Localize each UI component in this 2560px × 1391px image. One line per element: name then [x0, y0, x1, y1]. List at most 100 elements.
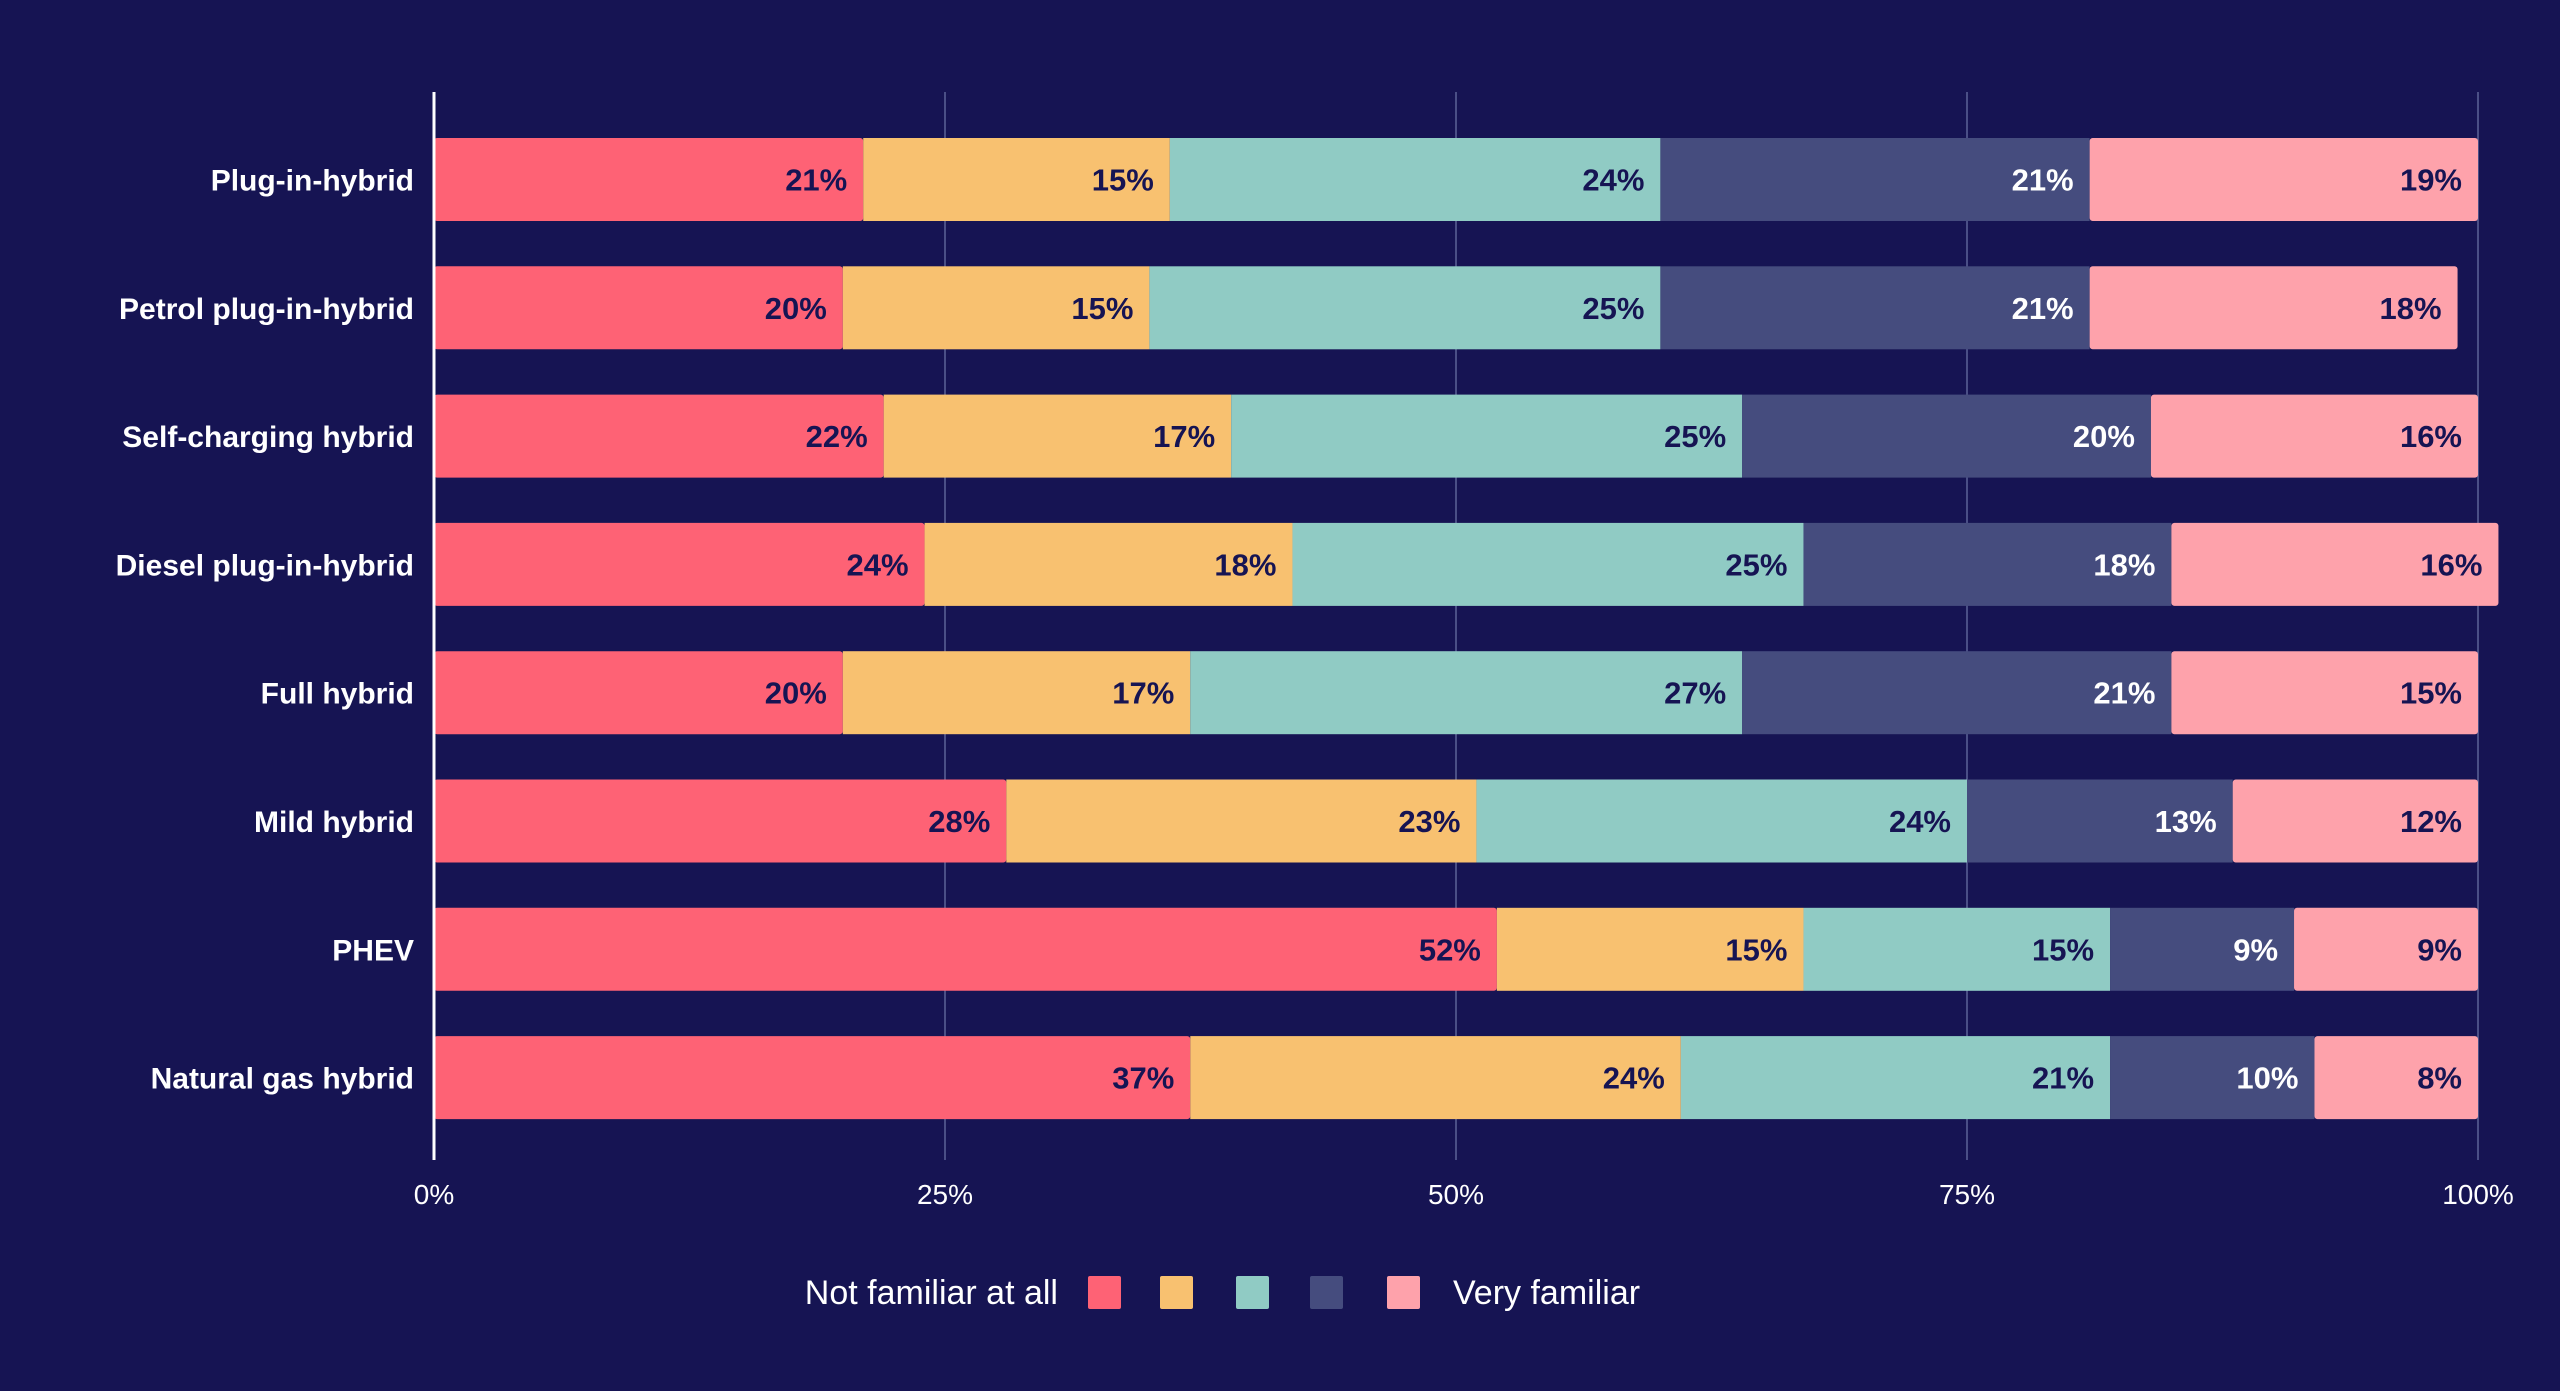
bar-segment — [2314, 1036, 2478, 1120]
data-label: 9% — [2417, 932, 2462, 967]
legend: Not familiar at all Very familiar — [805, 1274, 1640, 1312]
data-label: 15% — [1071, 291, 1133, 326]
data-label: 52% — [1419, 932, 1481, 967]
bar-segment — [2110, 907, 2295, 991]
bar-row: 21% 15% 24% 21% 19% Plug-in-hybrid — [211, 138, 2478, 221]
bar-row: 24% 18% 25% 18% 16% Diesel plug-in-hybrid — [116, 522, 2499, 606]
data-label: 20% — [2073, 419, 2135, 454]
bar-segment — [434, 394, 884, 478]
data-label: 21% — [785, 163, 847, 198]
legend-label-very-familiar: Very familiar — [1453, 1274, 1640, 1312]
bar-segment — [1231, 394, 1743, 478]
data-label: 18% — [2380, 291, 2442, 326]
bar-segment — [434, 522, 925, 606]
bar-segment — [1742, 394, 2151, 478]
data-label: 8% — [2417, 1061, 2462, 1096]
x-tick-label: 50% — [1428, 1179, 1484, 1210]
bar-segment — [863, 138, 1170, 221]
data-label: 16% — [2420, 547, 2482, 582]
bar-segment — [2089, 266, 2458, 350]
data-label: 12% — [2400, 804, 2462, 839]
bar-segment — [1803, 907, 2111, 991]
category-label: Natural gas hybrid — [151, 1063, 414, 1096]
legend-swatch — [1236, 1276, 1269, 1309]
bar-segment — [2089, 138, 2478, 221]
data-label: 21% — [2012, 291, 2074, 326]
bar-segment — [2232, 779, 2478, 863]
bar-row: 52% 15% 15% 9% 9% PHEV — [332, 907, 2478, 991]
bar-segment — [1803, 522, 2172, 606]
bar-segment — [883, 394, 1232, 478]
bar-segment — [1006, 779, 1477, 863]
bar-segment — [1149, 266, 1661, 350]
bar-segment — [1680, 1036, 2111, 1120]
data-label: 21% — [2032, 1061, 2094, 1096]
bar-segment — [2150, 394, 2478, 478]
category-label: Diesel plug-in-hybrid — [116, 549, 414, 582]
data-label: 15% — [1725, 932, 1787, 967]
bar-row: 28% 23% 24% 13% 12% Mild hybrid — [254, 779, 2478, 863]
bar-segment — [434, 651, 843, 735]
category-label: Petrol plug-in-hybrid — [119, 293, 414, 326]
data-label: 13% — [2155, 804, 2217, 839]
bar-row: 22% 17% 25% 20% 16% Self-charging hybrid — [122, 394, 2478, 478]
data-label: 15% — [2400, 676, 2462, 711]
bar-row: 20% 15% 25% 21% 18% Petrol plug-in-hybrid — [119, 266, 2458, 350]
category-label: Self-charging hybrid — [122, 421, 414, 454]
bar-segment — [2171, 522, 2499, 606]
x-tick-label: 75% — [1939, 1179, 1995, 1210]
category-label: Full hybrid — [261, 678, 414, 711]
bar-segment — [842, 266, 1150, 350]
bar-segment — [1967, 779, 2233, 863]
data-label: 19% — [2400, 163, 2462, 198]
bar-segment — [2294, 907, 2478, 991]
data-label: 18% — [2093, 547, 2155, 582]
bar-segment — [1476, 779, 1967, 863]
data-label: 28% — [928, 804, 990, 839]
bar-segment — [2110, 1036, 2315, 1120]
legend-label-not-familiar: Not familiar at all — [805, 1274, 1058, 1312]
data-label: 20% — [765, 291, 827, 326]
bar-segment — [434, 1036, 1191, 1120]
gridlines — [944, 92, 2479, 1160]
data-label: 15% — [1092, 163, 1154, 198]
bar-row: 20% 17% 27% 21% 15% Full hybrid — [261, 651, 2478, 735]
bars: 21% 15% 24% 21% 19% Plug-in-hybrid 20% 15% 25% 21… — [116, 138, 2499, 1120]
data-label: 15% — [2032, 932, 2094, 967]
data-label: 25% — [1664, 419, 1726, 454]
bar-segment — [1660, 266, 2090, 350]
bar-segment — [1190, 1036, 1681, 1120]
data-label: 20% — [765, 676, 827, 711]
bar-segment — [842, 651, 1191, 735]
bar-segment — [1742, 651, 2172, 735]
data-label: 24% — [1889, 804, 1951, 839]
bar-segment — [1169, 138, 1661, 221]
bar-segment — [1190, 651, 1743, 735]
data-label: 18% — [1214, 547, 1276, 582]
bar-segment — [434, 266, 843, 350]
category-label: Plug-in-hybrid — [211, 165, 414, 198]
bar-segment — [434, 779, 1007, 863]
legend-swatch — [1160, 1276, 1193, 1309]
data-label: 24% — [1582, 163, 1644, 198]
data-label: 27% — [1664, 676, 1726, 711]
bar-segment — [2171, 651, 2478, 735]
data-label: 24% — [847, 547, 909, 582]
category-label: Mild hybrid — [254, 806, 414, 839]
x-tick-label: 100% — [2442, 1179, 2514, 1210]
legend-swatch — [1387, 1276, 1420, 1309]
data-label: 37% — [1112, 1061, 1174, 1096]
legend-swatch — [1088, 1276, 1121, 1309]
bar-segment — [1660, 138, 2090, 221]
data-label: 25% — [1582, 291, 1644, 326]
bar-row: 37% 24% 21% 10% 8% Natural gas hybrid — [151, 1036, 2478, 1120]
data-label: 9% — [2233, 932, 2278, 967]
bar-segment — [1496, 907, 1804, 991]
axes: 0% 25% 50% 75% 100% — [414, 92, 2514, 1210]
data-label: 25% — [1725, 547, 1787, 582]
data-label: 24% — [1603, 1061, 1665, 1096]
data-label: 23% — [1398, 804, 1460, 839]
data-label: 22% — [806, 419, 868, 454]
